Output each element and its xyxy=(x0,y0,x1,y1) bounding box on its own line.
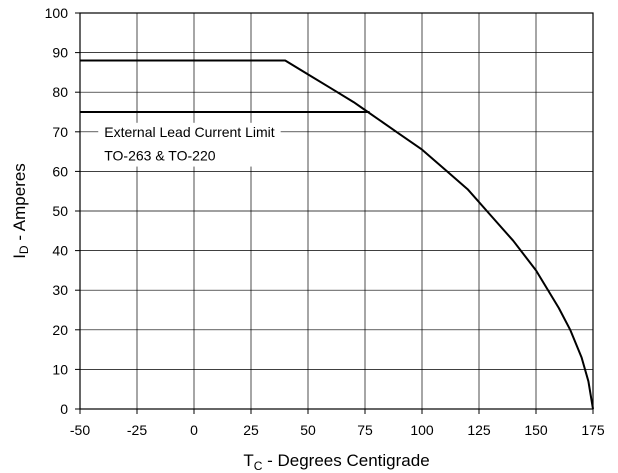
x-tick-label: -25 xyxy=(127,422,147,438)
y-tick-label: 50 xyxy=(52,203,68,219)
x-tick-label: 50 xyxy=(300,422,316,438)
x-tick-label: 125 xyxy=(467,422,491,438)
x-tick-label: 175 xyxy=(581,422,605,438)
series-line-1 xyxy=(80,59,594,410)
y-tick-label: 40 xyxy=(52,243,68,259)
y-tick-label: 70 xyxy=(52,124,68,140)
y-tick-label: 100 xyxy=(45,5,69,21)
x-axis-label-main: T xyxy=(243,451,253,470)
x-tick-label: -50 xyxy=(70,422,90,438)
y-tick-label: 0 xyxy=(60,401,68,417)
x-tick-label: 25 xyxy=(243,422,259,438)
y-tick-label: 60 xyxy=(52,163,68,179)
y-tick-label: 80 xyxy=(52,84,68,100)
annotation-background xyxy=(98,122,281,167)
x-axis-ticks: -50 -25 0 25 50 75 100 125 150 175 xyxy=(70,409,605,438)
y-tick-label: 30 xyxy=(52,282,68,298)
x-tick-label: 100 xyxy=(410,422,434,438)
x-tick-label: 150 xyxy=(524,422,548,438)
x-tick-label: 0 xyxy=(190,422,198,438)
y-tick-label: 90 xyxy=(52,45,68,61)
y-axis-label-main: I xyxy=(10,254,29,259)
y-tick-label: 20 xyxy=(52,322,68,338)
annotation-line-2: TO-263 & TO-220 xyxy=(104,148,215,164)
x-axis-label: TC - Degrees Centigrade xyxy=(243,451,429,473)
x-axis-label-sub: C xyxy=(254,459,263,473)
y-axis-label-sub: D xyxy=(17,245,31,254)
annotation-line-1: External Lead Current Limit xyxy=(104,124,275,140)
grid xyxy=(79,12,594,410)
y-axis-label: ID - Amperes xyxy=(10,163,31,259)
x-axis-label-rest: - Degrees Centigrade xyxy=(262,451,429,470)
x-tick-label: 75 xyxy=(357,422,373,438)
series-layer xyxy=(80,59,594,410)
y-tick-label: 10 xyxy=(52,361,68,377)
y-axis-ticks: 0 10 20 30 40 50 60 70 80 90 100 xyxy=(45,5,80,417)
y-axis-label-rest: - Amperes xyxy=(10,163,29,245)
